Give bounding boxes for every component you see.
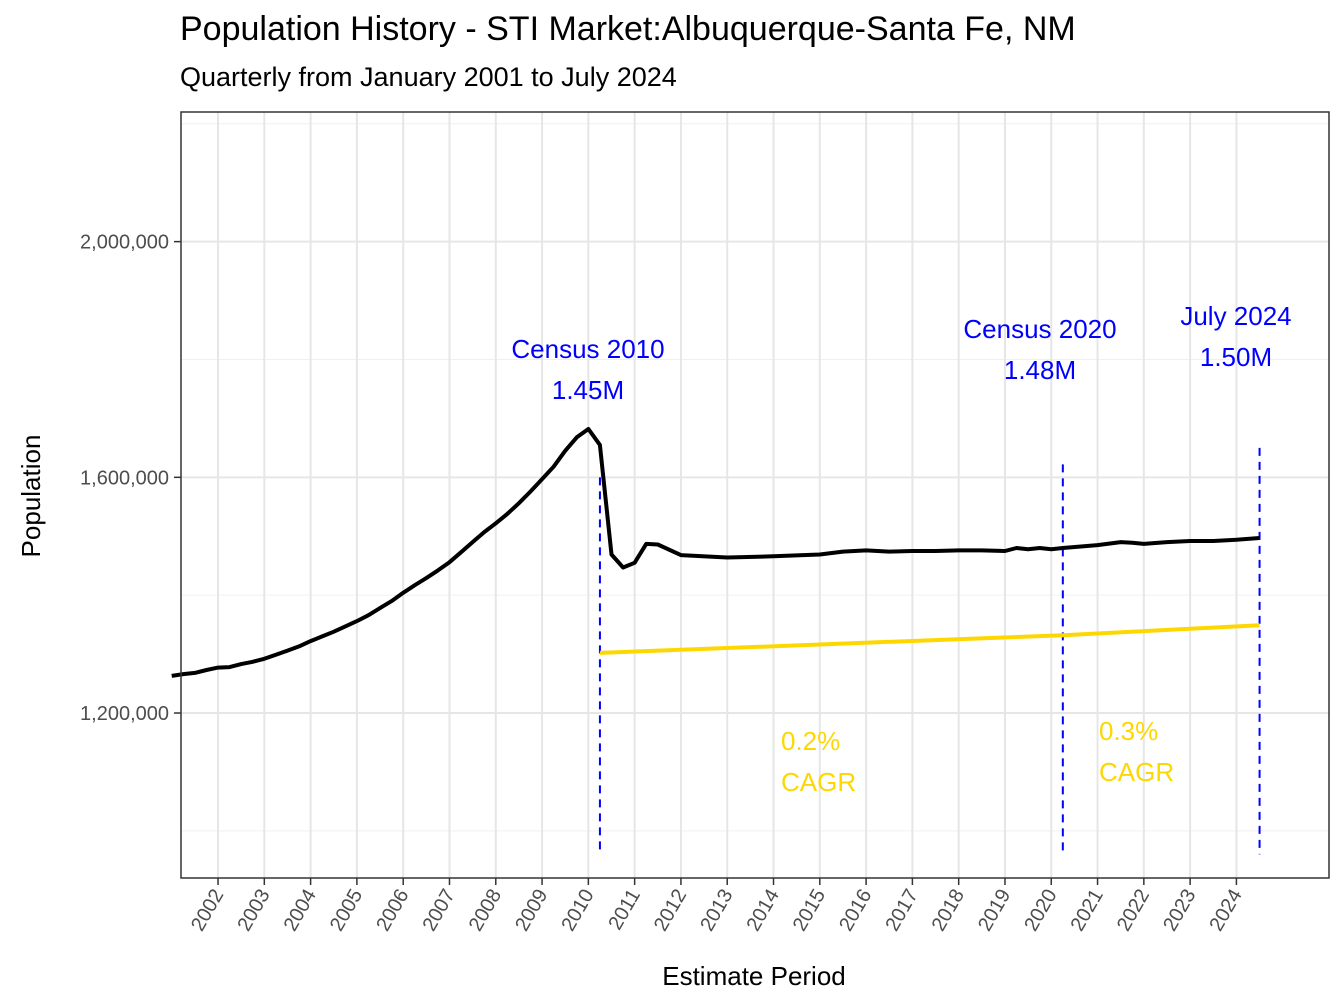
x-tick-label: 2002 <box>187 886 228 936</box>
y-axis-title: Population <box>16 435 46 558</box>
x-tick-label: 2007 <box>419 886 460 936</box>
chart-subtitle: Quarterly from January 2001 to July 2024 <box>180 62 677 92</box>
reference-lines <box>598 447 1261 855</box>
plot-panel-border <box>180 111 1330 879</box>
series-line-0 <box>171 427 1260 678</box>
x-tick-label: 2009 <box>511 886 552 936</box>
x-tick-label: 2003 <box>233 886 274 936</box>
x-tick-label: 2016 <box>835 886 876 936</box>
x-tick-label: 2012 <box>650 886 691 936</box>
annotation-3-line-1: CAGR <box>781 767 856 797</box>
x-tick-label: 2017 <box>881 886 922 936</box>
x-tick-label: 2006 <box>372 886 413 936</box>
y-tick-label: 2,000,000 <box>80 232 169 254</box>
x-tick-label: 2013 <box>696 886 737 936</box>
series-lines <box>171 427 1260 678</box>
x-tick-label: 2023 <box>1159 886 1200 936</box>
x-tick-label: 2004 <box>280 886 321 936</box>
grid-lines <box>181 112 1329 878</box>
x-tick-label: 2024 <box>1205 886 1246 936</box>
x-tick-label: 2015 <box>789 886 830 936</box>
annotation-4-line-1: CAGR <box>1099 757 1174 787</box>
annotation-2-line-1: 1.50M <box>1200 342 1272 372</box>
annotation-0-line-0: Census 2010 <box>511 334 664 364</box>
y-tick-label: 1,200,000 <box>80 703 169 725</box>
annotation-2-line-0: July 2024 <box>1180 301 1291 331</box>
annotation-4-line-0: 0.3% <box>1099 716 1158 746</box>
x-tick-label: 2020 <box>1020 886 1061 936</box>
x-tick-label: 2014 <box>743 886 784 936</box>
annotation-3-line-0: 0.2% <box>781 726 840 756</box>
x-tick-label: 2005 <box>326 886 367 936</box>
x-tick-label: 2018 <box>928 886 969 936</box>
series-line-1 <box>599 623 1260 655</box>
annotation-1-line-1: 1.48M <box>1004 355 1076 385</box>
x-tick-label: 2011 <box>604 886 645 934</box>
x-axis-title: Estimate Period <box>662 961 846 991</box>
y-tick-label: 1,600,000 <box>80 467 169 489</box>
x-tick-label: 2022 <box>1113 886 1154 936</box>
x-tick-label: 2008 <box>465 886 506 936</box>
annotation-1-line-0: Census 2020 <box>963 314 1116 344</box>
x-tick-label: 2021 <box>1067 886 1108 936</box>
x-tick-label: 2010 <box>557 886 598 936</box>
chart-title: Population History - STI Market:Albuquer… <box>180 10 1076 48</box>
x-tick-label: 2019 <box>974 886 1015 936</box>
annotation-0-line-1: 1.45M <box>552 375 624 405</box>
annotations: Census 2010 1.45M Census 2020 1.48M July 202… <box>511 301 1291 797</box>
